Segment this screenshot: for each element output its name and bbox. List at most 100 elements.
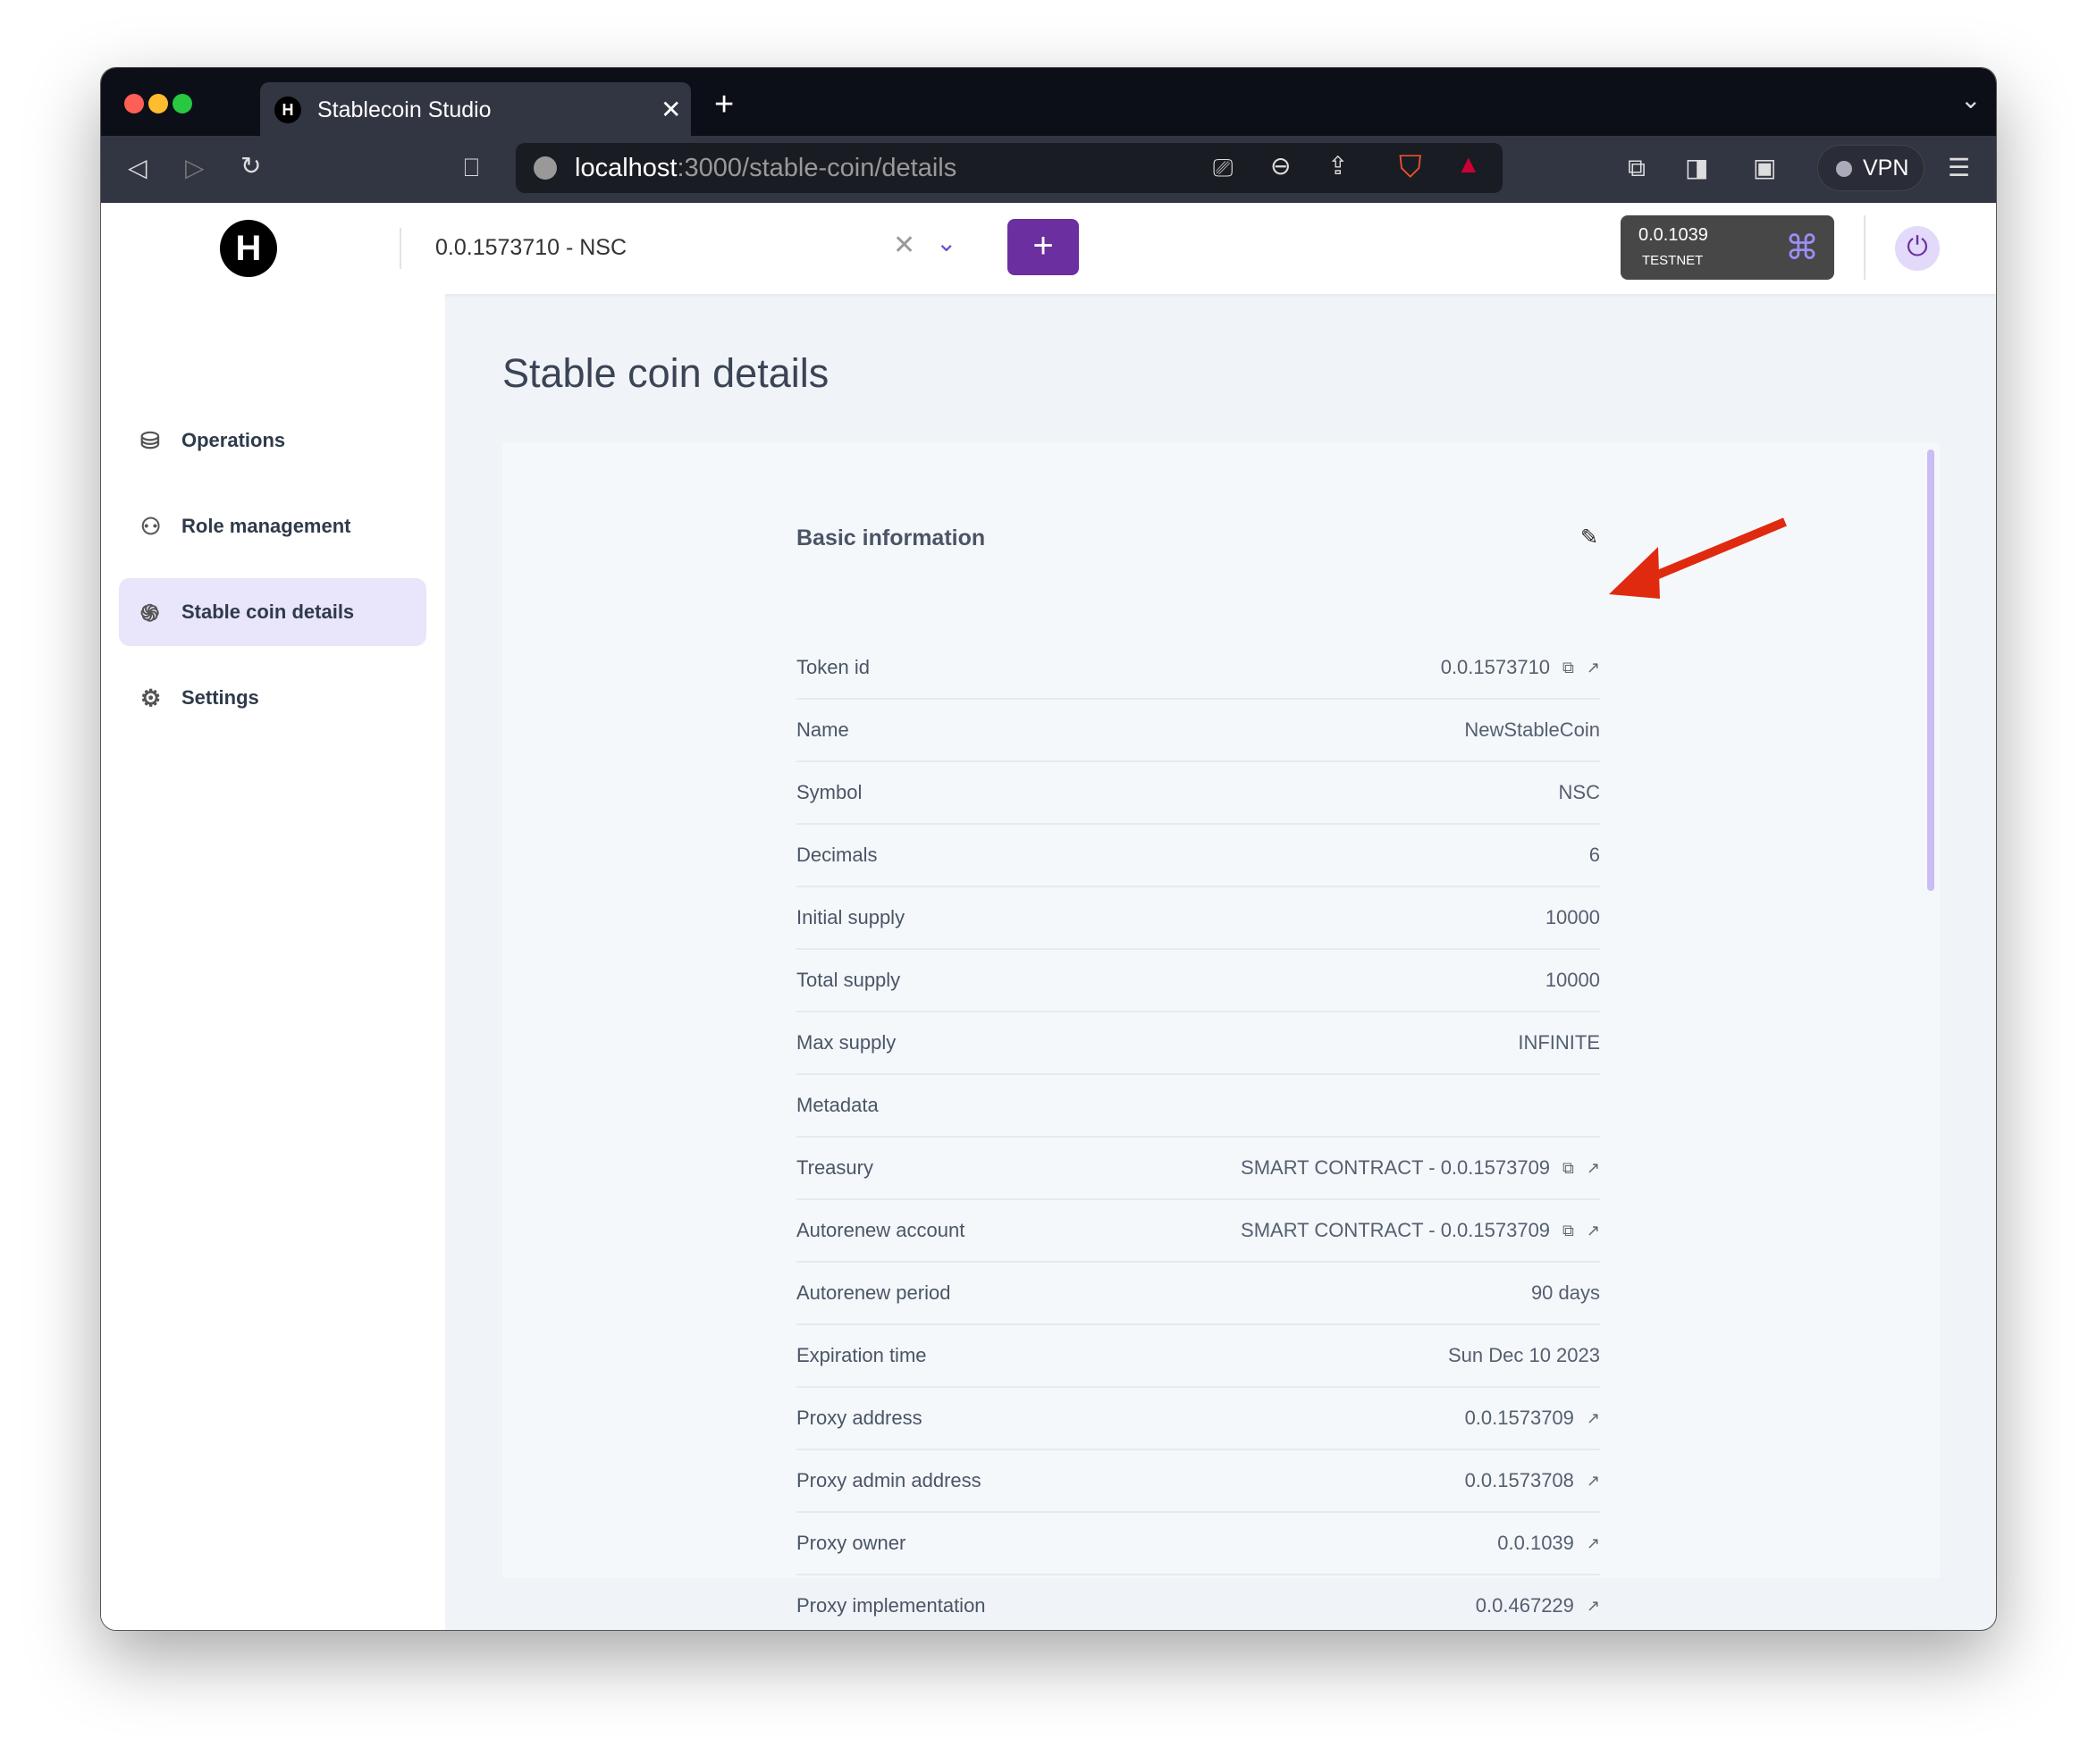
copy-icon[interactable]: ⧉ (1562, 658, 1574, 676)
external-link-icon[interactable]: ↗ (1586, 1533, 1600, 1552)
menu-icon[interactable]: ☰ (1948, 154, 1971, 181)
row-value: 0.0.1573708 (1464, 1469, 1574, 1491)
detail-row: Expiration time Sun Dec 10 2023 (796, 1325, 1600, 1388)
site-info-icon[interactable] (534, 156, 557, 180)
row-value: 0.0.1039 (1497, 1532, 1574, 1554)
row-label: Proxy address (796, 1407, 922, 1429)
scrollbar[interactable] (1927, 449, 1934, 891)
detail-row: Total supply 10000 (796, 950, 1600, 1012)
external-link-icon[interactable]: ↗ (1586, 1408, 1600, 1427)
copy-icon[interactable]: ⧉ (1562, 1221, 1574, 1239)
hashpack-icon: ⌘ (1785, 230, 1819, 267)
detail-row: Symbol NSC (796, 762, 1600, 825)
row-label: Proxy implementation (796, 1594, 986, 1617)
brave-rewards-icon[interactable]: ▲ (1456, 150, 1481, 178)
row-value-group: SMART CONTRACT - 0.0.1573709 ⧉ ↗ (1241, 1156, 1600, 1180)
row-value-group: 0.0.467229 ↗ (1476, 1594, 1600, 1617)
detail-row: Token id 0.0.1573710 ⧉ ↗ (796, 637, 1600, 700)
sidebar-item-operations[interactable]: ⛁ Operations (119, 407, 426, 475)
row-label: Autorenew period (796, 1281, 951, 1304)
row-label: Proxy admin address (796, 1469, 981, 1491)
edit-pencil-icon[interactable]: ✎ (1580, 525, 1599, 550)
detail-row: Proxy address 0.0.1573709 ↗ (796, 1388, 1600, 1450)
row-label: Autorenew account (796, 1219, 965, 1241)
row-value-group: SMART CONTRACT - 0.0.1573709 ⧉ ↗ (1241, 1219, 1600, 1242)
sidebar-item-stable-coin-details[interactable]: ֍ Stable coin details (119, 578, 426, 646)
account-badge[interactable]: 0.0.1039 TESTNET ⌘ (1621, 215, 1834, 280)
sidebar: ⛁ Operations ⚇ Role management ֍ Stable coi… (101, 294, 445, 1630)
browser-tab[interactable]: H Stablecoin Studio ✕ (260, 82, 691, 136)
extensions-icon[interactable]: ⧉ (1628, 154, 1646, 181)
row-value-group: 10000 (1545, 969, 1600, 992)
row-value-group: 0.0.1573710 ⧉ ↗ (1441, 656, 1600, 679)
chevron-down-icon[interactable]: ⌄ (936, 229, 957, 256)
power-logout-icon[interactable]: ⏻ (1895, 226, 1940, 271)
browser-window: H Stablecoin Studio ✕ + ⌄ ◁ ▷ ↻ ⎕ localh… (100, 67, 1997, 1631)
detail-row: Autorenew period 90 days (796, 1263, 1600, 1325)
external-link-icon[interactable]: ↗ (1586, 1221, 1600, 1239)
row-value-group: INFINITE (1518, 1031, 1600, 1054)
close-window-button[interactable] (124, 94, 144, 113)
row-label: Name (796, 718, 849, 741)
row-value: NewStableCoin (1464, 718, 1600, 741)
bookmark-icon[interactable]: ⎕ (464, 154, 479, 181)
cast-icon[interactable]: ⎚ (1213, 154, 1234, 181)
chevron-down-icon[interactable]: ⌄ (1960, 86, 1982, 113)
row-value-group: 6 (1589, 844, 1600, 867)
sidebar-toggle-icon[interactable]: ◨ (1685, 154, 1709, 181)
vpn-button[interactable]: VPN (1817, 145, 1924, 191)
sidebar-item-role-management[interactable]: ⚇ Role management (119, 492, 426, 560)
detail-row: Decimals 6 (796, 825, 1600, 887)
section-title: Basic information (796, 525, 986, 550)
address-bar[interactable]: localhost:3000/stable-coin/details ⎚ ⊖ ⇪… (516, 143, 1503, 193)
coin-select[interactable]: 0.0.1573710 - NSC (435, 235, 627, 260)
brave-shield-icon[interactable]: ⛉ (1399, 150, 1422, 184)
clear-selection-icon[interactable]: ✕ (893, 231, 916, 260)
row-label: Proxy owner (796, 1532, 906, 1554)
zoom-out-icon[interactable]: ⊖ (1270, 152, 1292, 180)
new-tab-icon[interactable]: + (714, 86, 735, 123)
forward-icon[interactable]: ▷ (185, 154, 205, 181)
row-value: 0.0.1573710 (1440, 656, 1551, 678)
row-label: Max supply (796, 1031, 897, 1054)
page-title: Stable coin details (502, 350, 830, 396)
row-value: Sun Dec 10 2023 (1447, 1344, 1600, 1366)
app-header: H 0.0.1573710 - NSC ✕ ⌄ + 0.0.1039 TESTN… (101, 203, 1996, 294)
arrow-shaft (1652, 517, 1787, 581)
url-text: localhost:3000/stable-coin/details (575, 154, 957, 182)
row-label: Total supply (796, 969, 901, 991)
row-label: Metadata (796, 1094, 879, 1116)
row-value-group: 0.0.1039 ↗ (1497, 1532, 1600, 1555)
sidebar-item-label: Stable coin details (181, 601, 355, 623)
close-tab-icon[interactable]: ✕ (661, 96, 682, 123)
row-label: Token id (796, 656, 870, 678)
wallet-icon[interactable]: ▣ (1753, 154, 1777, 181)
sidebar-item-settings[interactable]: ⚙ Settings (119, 664, 426, 732)
reload-icon[interactable]: ↻ (240, 152, 262, 180)
external-link-icon[interactable]: ↗ (1586, 1596, 1600, 1615)
row-value: SMART CONTRACT - 0.0.1573709 (1241, 1156, 1551, 1179)
minimize-window-button[interactable] (148, 94, 168, 113)
maximize-window-button[interactable] (173, 94, 192, 113)
copy-icon[interactable]: ⧉ (1562, 1158, 1574, 1177)
back-icon[interactable]: ◁ (128, 154, 147, 181)
favicon-icon: H (274, 97, 301, 123)
add-coin-button[interactable]: + (1007, 219, 1079, 275)
external-link-icon[interactable]: ↗ (1586, 1158, 1600, 1177)
share-icon[interactable]: ⇪ (1327, 152, 1349, 180)
sidebar-item-label: Role management (181, 515, 351, 537)
divider (400, 228, 401, 269)
external-link-icon[interactable]: ↗ (1586, 658, 1600, 676)
row-value: 6 (1588, 844, 1600, 866)
row-value: 10000 (1545, 906, 1600, 928)
row-value: INFINITE (1518, 1031, 1600, 1054)
row-value-group: NSC (1559, 781, 1600, 804)
detail-row: Metadata (796, 1075, 1600, 1138)
browser-toolbar: ◁ ▷ ↻ ⎕ localhost:3000/stable-coin/detai… (101, 136, 1996, 203)
row-label: Expiration time (796, 1344, 927, 1366)
external-link-icon[interactable]: ↗ (1586, 1471, 1600, 1490)
row-value-group: Sun Dec 10 2023 (1448, 1344, 1600, 1367)
detail-row: Proxy owner 0.0.1039 ↗ (796, 1513, 1600, 1575)
account-id: 0.0.1039 (1638, 225, 1708, 245)
